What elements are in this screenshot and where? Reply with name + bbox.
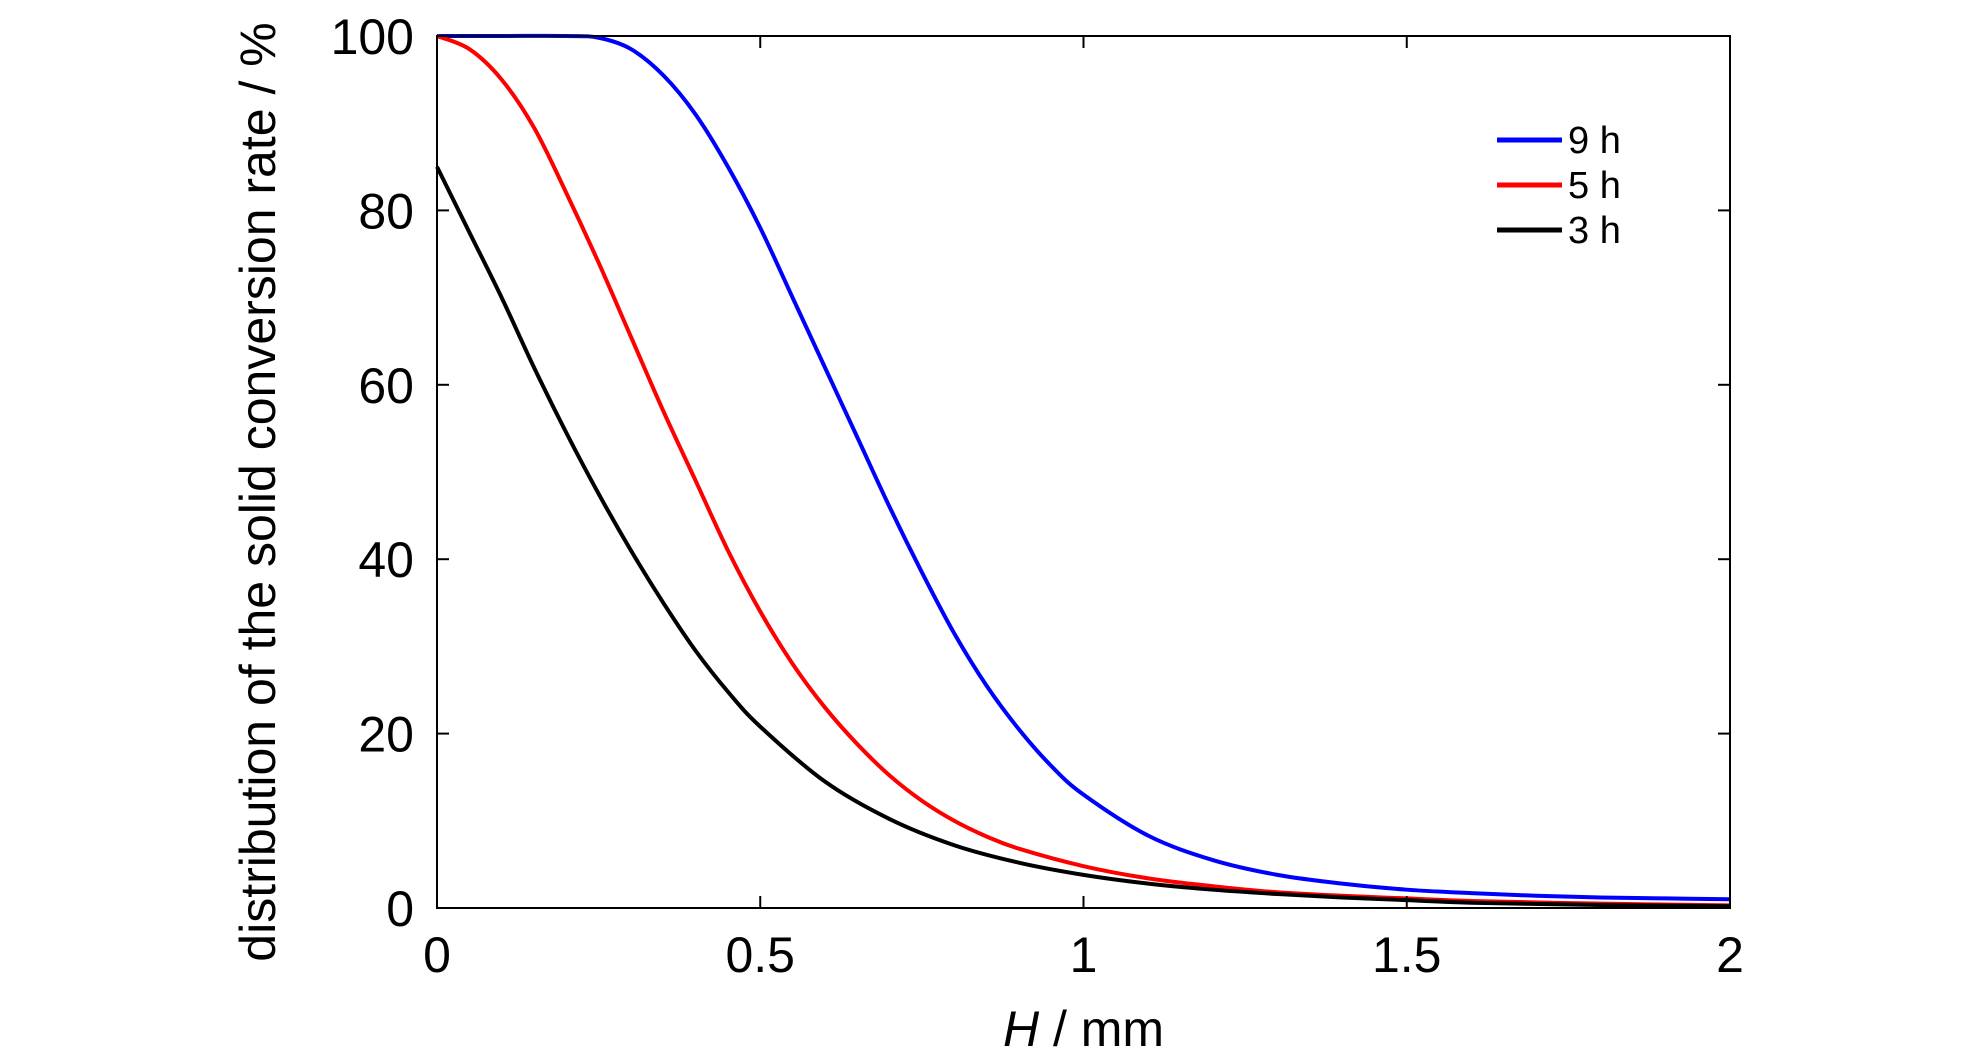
x-tick-label: 2 — [1716, 927, 1744, 983]
series-line-9h — [437, 33, 1731, 902]
series-layer — [435, 33, 1731, 909]
legend-label: 5 h — [1568, 165, 1621, 207]
x-tick-label: 0 — [423, 927, 451, 983]
plot-frame — [436, 35, 1731, 909]
legend-label: 3 h — [1568, 210, 1621, 252]
y-tick-label: 0 — [386, 881, 414, 937]
y-tick-label: 20 — [358, 707, 414, 763]
x-axis-label-variable: H — [1003, 1001, 1040, 1057]
legend-label: 9 h — [1568, 120, 1621, 162]
series-line-5h — [436, 34, 1731, 908]
y-tick-label: 80 — [358, 183, 414, 239]
x-tick-label: 1 — [1070, 927, 1098, 983]
x-tick-label: 0.5 — [725, 927, 795, 983]
legend: 9 h5 h3 h — [1497, 120, 1621, 252]
y-tick-label: 60 — [358, 358, 414, 414]
x-axis-label: H / mm — [1003, 1001, 1164, 1057]
x-tick-label: 1.5 — [1372, 927, 1442, 983]
y-tick-label: 100 — [331, 9, 414, 65]
x-axis-label-unit: / mm — [1039, 1001, 1164, 1057]
y-axis-label: distribution of the solid conversion rat… — [230, 22, 286, 961]
series-line-3h — [435, 165, 1731, 909]
y-tick-label: 40 — [358, 532, 414, 588]
